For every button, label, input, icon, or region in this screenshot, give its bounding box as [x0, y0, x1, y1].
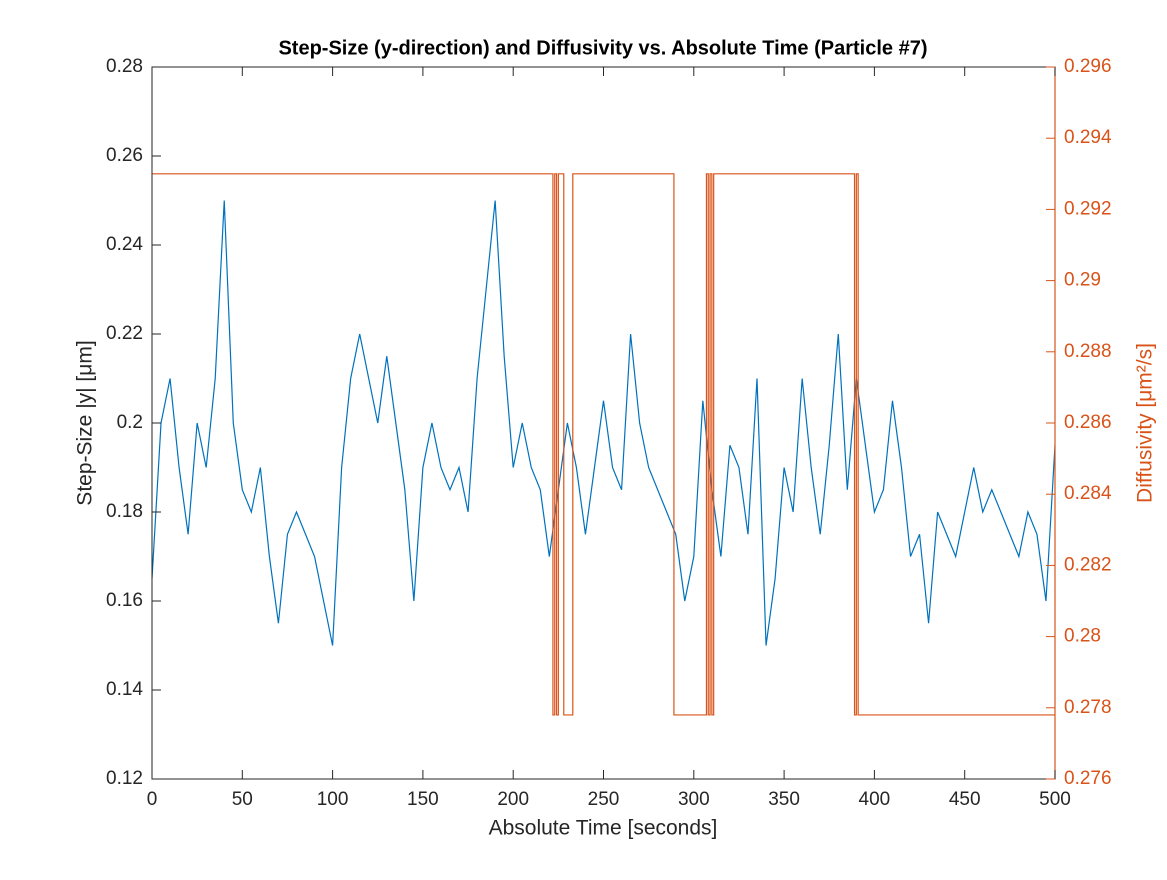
y2-tick-label: 0.28 — [1064, 626, 1101, 647]
x-tick-label: 500 — [1039, 789, 1071, 810]
x-tick-label: 150 — [407, 789, 439, 810]
x-tick-label: 300 — [678, 789, 710, 810]
x-tick-label: 350 — [768, 789, 800, 810]
x-tick-label: 100 — [317, 789, 349, 810]
y2-axis-label: Diffusivity [μm²/s] — [1134, 343, 1157, 503]
y2-tick-label: 0.286 — [1064, 412, 1112, 433]
y2-tick-label: 0.284 — [1064, 483, 1112, 504]
y-tick-label: 0.14 — [106, 679, 143, 700]
data-line — [152, 173, 1055, 716]
data-line — [151, 200, 1056, 646]
x-tick-label: 0 — [147, 789, 158, 810]
y-tick-label: 0.26 — [106, 145, 143, 166]
y-tick-label: 0.28 — [106, 56, 143, 77]
x-tick-label: 200 — [497, 789, 529, 810]
y-axis-label: Step-Size |y| [μm] — [74, 340, 97, 505]
y2-tick-label: 0.276 — [1064, 768, 1112, 789]
x-axis-label: Absolute Time [seconds] — [489, 817, 718, 840]
x-tick-label: 50 — [232, 789, 253, 810]
x-tick-label: 400 — [859, 789, 891, 810]
y-tick-label: 0.16 — [106, 590, 143, 611]
y2-tick-label: 0.278 — [1064, 697, 1112, 718]
y2-tick-label: 0.288 — [1064, 341, 1112, 362]
y2-tick-label: 0.292 — [1064, 198, 1112, 219]
y2-tick-label: 0.29 — [1064, 270, 1101, 291]
y2-tick-label: 0.294 — [1064, 127, 1112, 148]
y-tick-label: 0.24 — [106, 234, 143, 255]
y2-tick-label: 0.282 — [1064, 554, 1112, 575]
y2-tick-label: 0.296 — [1064, 56, 1112, 77]
y-tick-label: 0.18 — [106, 501, 143, 522]
y-tick-label: 0.12 — [106, 768, 143, 789]
x-tick-label: 250 — [588, 789, 620, 810]
y-tick-label: 0.2 — [117, 412, 143, 433]
y-tick-label: 0.22 — [106, 323, 143, 344]
chart-title: Step-Size (y-direction) and Diffusivity … — [278, 37, 927, 59]
x-tick-label: 450 — [949, 789, 981, 810]
